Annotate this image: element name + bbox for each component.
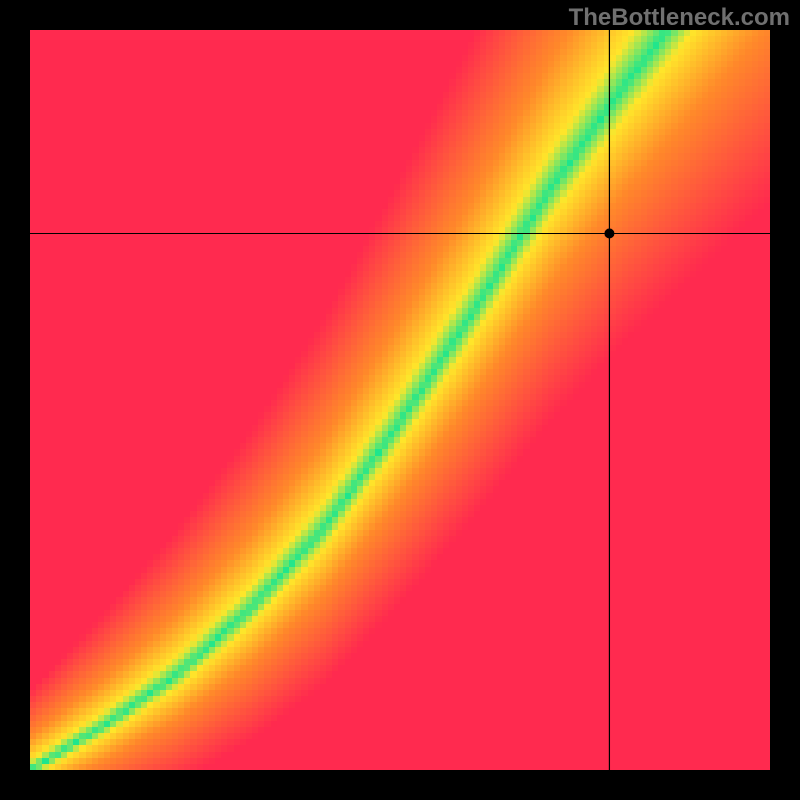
bottleneck-heatmap — [0, 0, 800, 800]
chart-container: TheBottleneck.com — [0, 0, 800, 800]
attribution-watermark: TheBottleneck.com — [569, 4, 790, 32]
